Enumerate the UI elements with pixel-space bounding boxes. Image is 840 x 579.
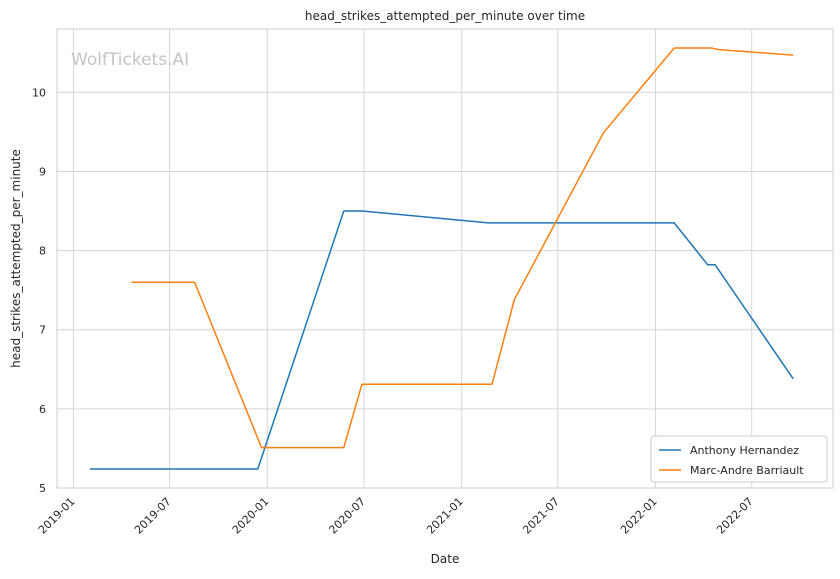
grid bbox=[57, 29, 833, 489]
x-axis-label: Date bbox=[431, 552, 460, 566]
legend-label-1: Marc-Andre Barriault bbox=[690, 464, 804, 477]
chart-title: head_strikes_attempted_per_minute over t… bbox=[305, 9, 585, 23]
plot-frame bbox=[56, 28, 834, 489]
y-tick-label: 8 bbox=[39, 245, 46, 258]
y-tick-label: 10 bbox=[32, 86, 46, 99]
x-tick-label: 2020-01 bbox=[230, 495, 272, 537]
y-axis-ticks: 5 6 7 8 9 10 bbox=[32, 86, 46, 495]
x-tick-label: 2019-01 bbox=[36, 495, 78, 537]
watermark-text: WolfTickets.AI bbox=[71, 50, 189, 70]
series-lines bbox=[89, 47, 794, 470]
legend-box bbox=[650, 435, 828, 483]
legend-label-0: Anthony Hernandez bbox=[690, 444, 799, 457]
series-line-1 bbox=[131, 47, 794, 449]
y-tick-label: 6 bbox=[39, 403, 46, 416]
x-tick-label: 2022-01 bbox=[618, 495, 660, 537]
x-tick-label: 2019-07 bbox=[132, 495, 174, 537]
y-axis-label: head_strikes_attempted_per_minute bbox=[9, 149, 23, 368]
y-tick-label: 5 bbox=[39, 482, 46, 495]
legend: Anthony Hernandez Marc-Andre Barriault bbox=[650, 435, 828, 483]
x-tick-label: 2021-07 bbox=[520, 495, 562, 537]
x-axis-ticks: 2019-01 2019-07 2020-01 2020-07 2021-01 2021-… bbox=[36, 495, 756, 537]
y-tick-label: 9 bbox=[39, 165, 46, 178]
x-tick-label: 2021-01 bbox=[424, 495, 466, 537]
x-tick-label: 2020-07 bbox=[326, 495, 368, 537]
y-tick-label: 7 bbox=[39, 324, 46, 337]
x-tick-label: 2022-07 bbox=[714, 495, 756, 537]
series-line-0 bbox=[89, 210, 794, 470]
